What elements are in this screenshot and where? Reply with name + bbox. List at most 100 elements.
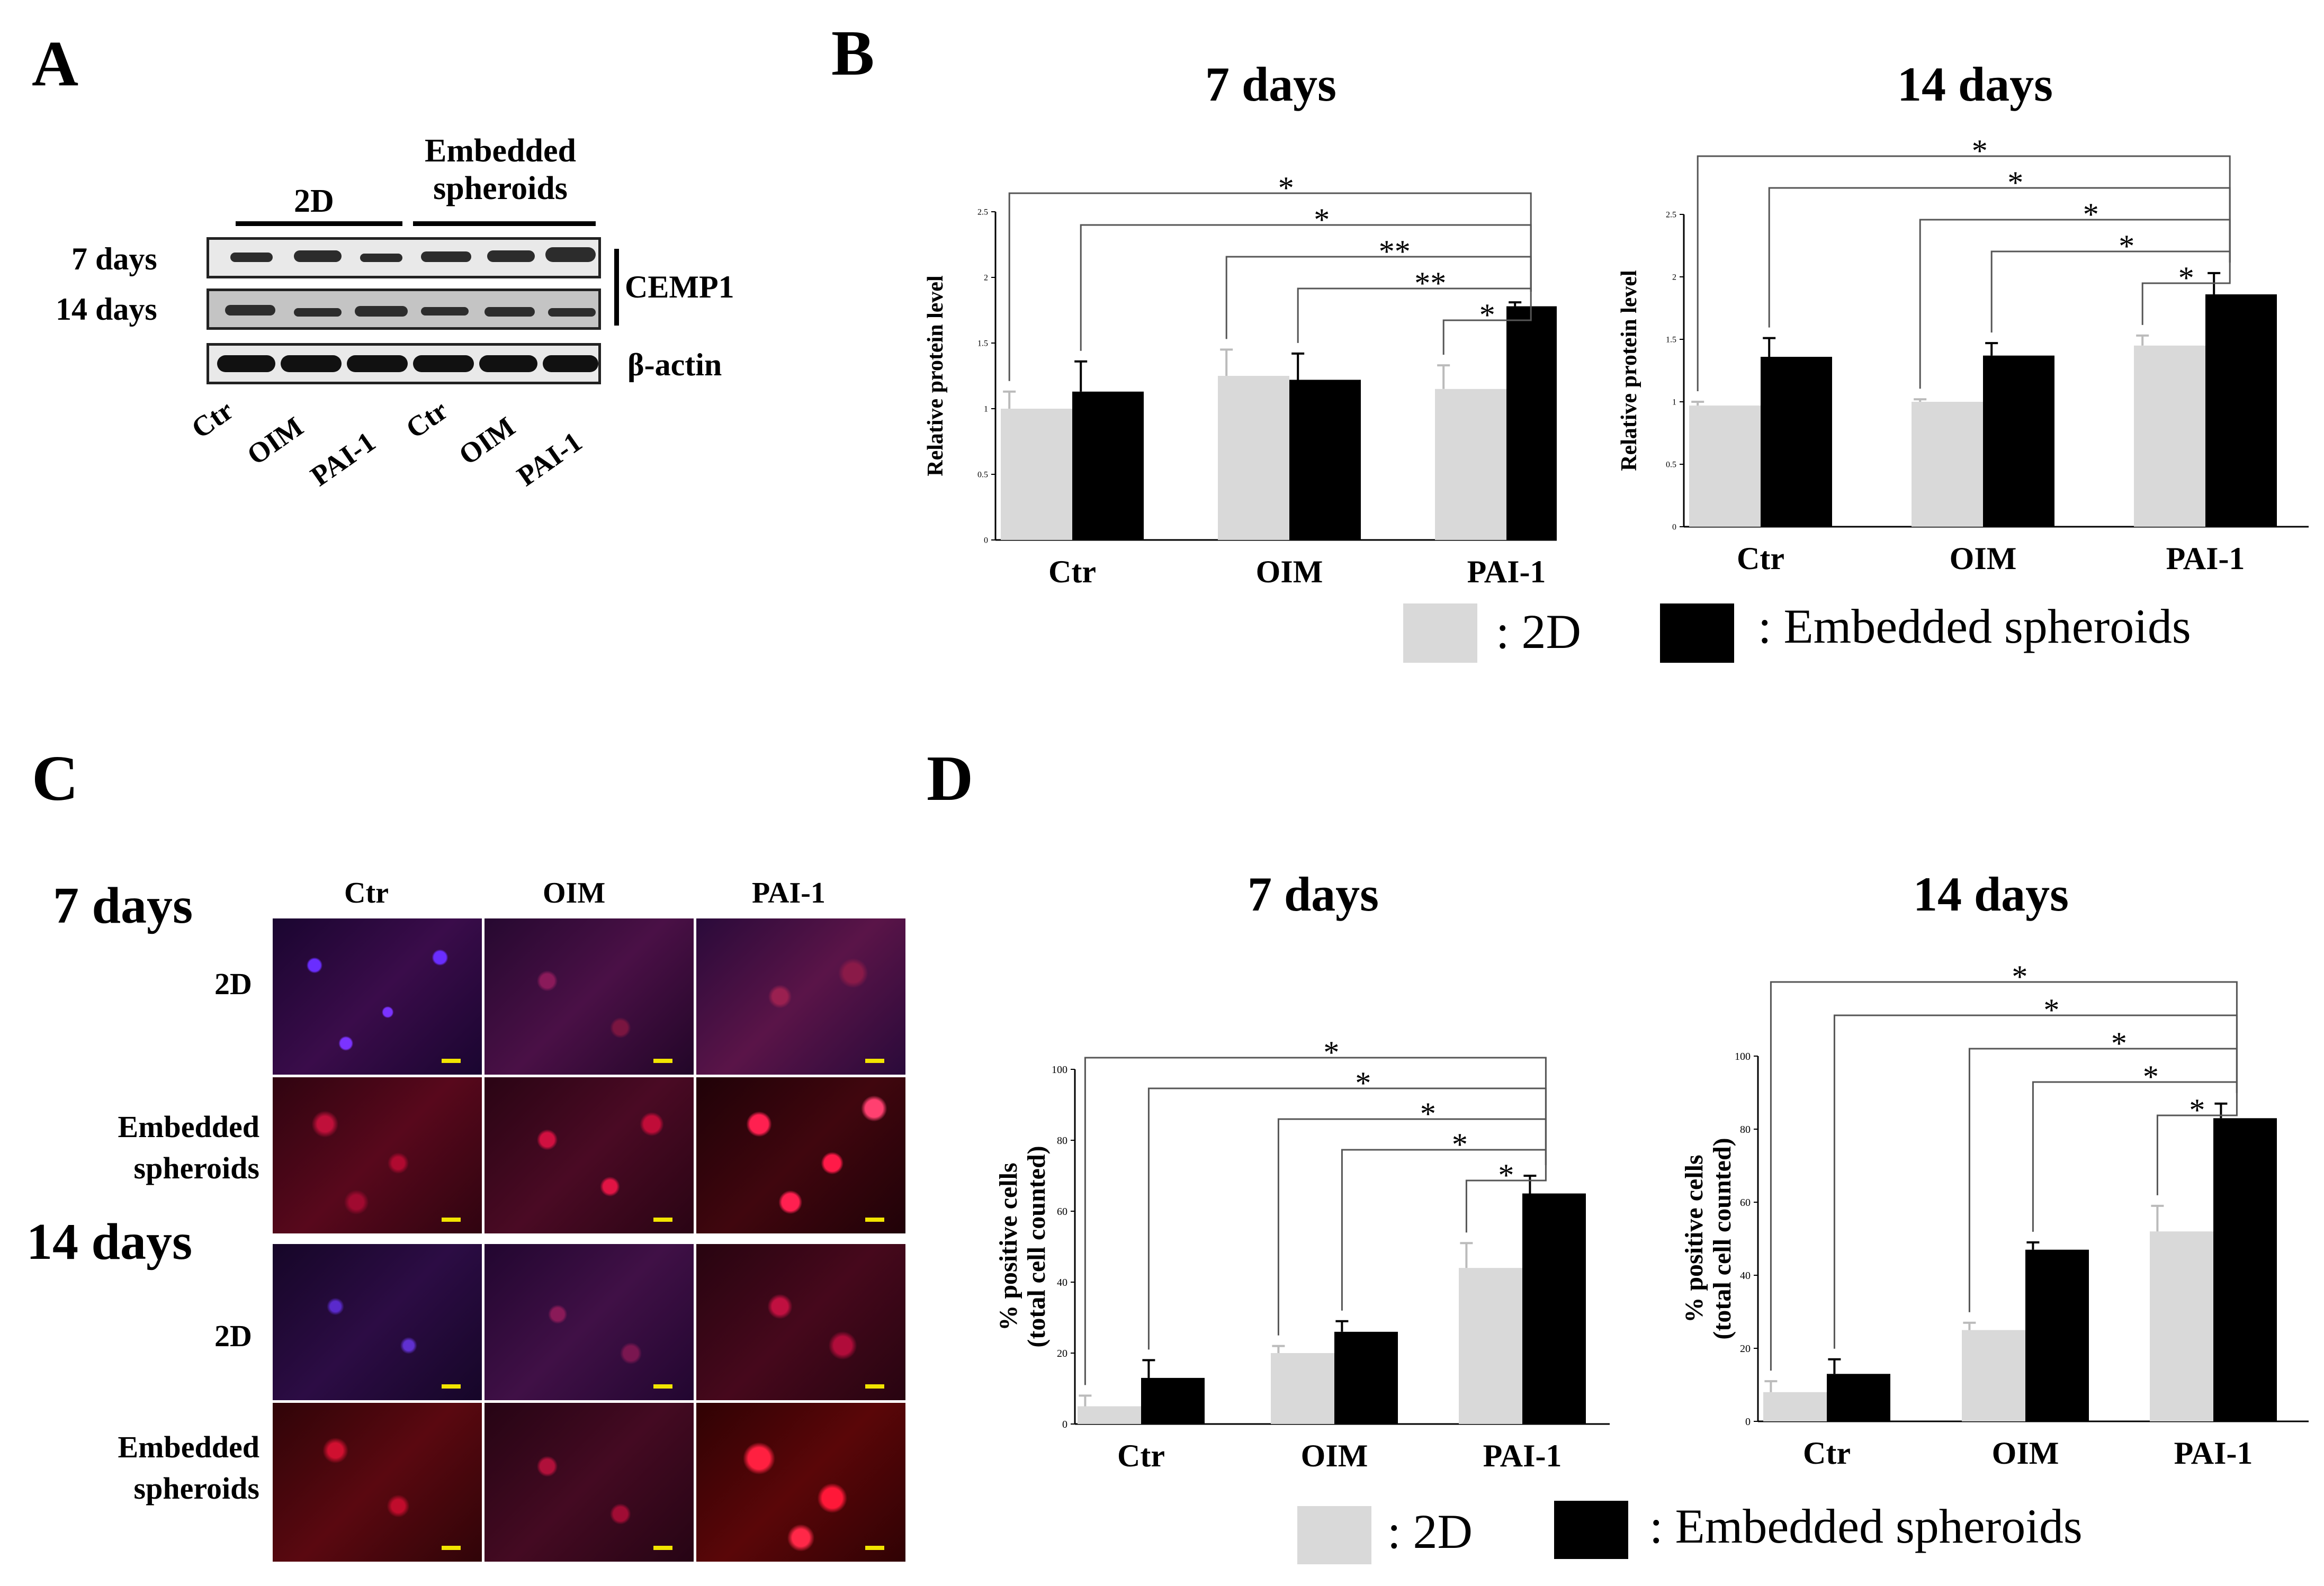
x-tick-label: OIM <box>1301 1438 1368 1473</box>
significance-star: * <box>2143 1059 2159 1094</box>
y-tick-label: 60 <box>1057 1206 1067 1218</box>
micrograph-row-embedded: Embedded spheroids <box>42 1106 259 1190</box>
legend-label-emb: : Embedded spheroids <box>1758 599 2191 653</box>
significance-bracket <box>2141 262 2231 325</box>
y-axis-label-line2: (total cell counted) <box>1708 1138 1736 1339</box>
significance-star: * <box>1355 1066 1371 1101</box>
cemp1-bracket <box>614 249 619 326</box>
y-tick-label: 1.5 <box>1666 336 1676 345</box>
significance-star: * <box>1479 298 1495 332</box>
chart-d-7days: 7 days 0 20 40 60 80 100 % positive cells(total… <box>994 867 1610 1473</box>
bar-2d <box>1962 1330 2025 1421</box>
blot-strip-actin <box>207 343 601 384</box>
significance-bracket <box>1277 1118 1547 1336</box>
significance-star: * <box>1278 170 1294 205</box>
legend-swatch-2d <box>1297 1506 1371 1564</box>
significance-star: ** <box>1379 234 1411 269</box>
y-axis-label: Relative protein level <box>1617 270 1641 471</box>
x-tick-label: Ctr <box>1803 1436 1851 1471</box>
micrograph-tile <box>696 1244 905 1400</box>
x-tick-label: OIM <box>1256 554 1323 589</box>
micrograph-tile <box>484 1403 694 1562</box>
significance-bracket <box>1968 1048 2238 1312</box>
blot-target-label: CEMP1 <box>625 269 734 304</box>
blot-lane-label: OIM <box>453 410 521 471</box>
blot-row-14days-label: 14 days <box>56 292 157 327</box>
micrograph-col-header: PAI-1 <box>752 877 825 909</box>
x-tick-label: Ctr <box>1117 1438 1165 1473</box>
significance-bracket <box>1341 1149 1547 1311</box>
x-tick-label: PAI-1 <box>2174 1436 2253 1471</box>
chart-title: 14 days <box>1897 57 2053 111</box>
bar-embedded <box>1072 391 1144 540</box>
x-tick-label: OIM <box>1950 541 2017 576</box>
panel-label-b: B <box>831 17 875 89</box>
y-tick-label: 1 <box>984 405 988 414</box>
significance-star: * <box>2178 260 2194 295</box>
x-tick-label: PAI-1 <box>1483 1438 1562 1473</box>
bar-2d <box>2134 345 2205 527</box>
y-tick-label: 1 <box>1672 398 1676 407</box>
y-tick-label: 0.5 <box>977 471 988 480</box>
blot-group-embedded-line2: spheroids <box>433 170 568 207</box>
micrograph-tile <box>484 918 694 1075</box>
chart-title: 14 days <box>1913 867 2069 921</box>
significance-bracket <box>2156 1093 2238 1195</box>
y-tick-label: 0 <box>1745 1416 1751 1428</box>
bar-2d <box>1435 389 1506 540</box>
blot-group-2d-label: 2D <box>294 183 334 219</box>
micrograph-time-14days: 14 days <box>26 1213 193 1270</box>
x-tick-label: PAI-1 <box>1467 554 1546 589</box>
micrograph-tile <box>273 1403 482 1562</box>
y-tick-label: 1.5 <box>977 339 988 348</box>
x-tick-label: Ctr <box>1048 554 1096 589</box>
significance-star: * <box>1420 1096 1436 1131</box>
bar-2d <box>1763 1392 1827 1421</box>
x-tick-label: PAI-1 <box>2166 541 2245 576</box>
micrograph-tile <box>273 918 482 1075</box>
y-axis-label-line1: % positive cells <box>1680 1155 1708 1322</box>
y-axis-label: Relative protein level <box>923 275 948 476</box>
y-tick-label: 60 <box>1740 1197 1751 1209</box>
blot-strip-14days <box>207 289 601 330</box>
legend-label-2d: : 2D <box>1387 1504 1473 1558</box>
y-tick-label: 20 <box>1057 1348 1067 1359</box>
bar-embedded <box>1289 380 1361 540</box>
bar-embedded <box>1141 1377 1205 1424</box>
significance-star: * <box>2012 959 2027 994</box>
significance-bracket <box>1225 256 1532 339</box>
bar-2d <box>1912 402 1983 527</box>
y-tick-label: 100 <box>1052 1064 1067 1076</box>
y-tick-label: 0 <box>1062 1419 1067 1430</box>
micrograph-row-embedded-line2: spheroids <box>133 1471 259 1506</box>
bar-2d <box>1078 1406 1141 1424</box>
y-tick-label: 2 <box>1672 273 1676 282</box>
significance-star: * <box>2043 993 2059 1028</box>
bar-2d <box>1459 1268 1522 1424</box>
y-tick-label: 80 <box>1740 1124 1751 1136</box>
blot-group-embedded-line1: Embedded <box>425 133 576 169</box>
significance-bracket <box>2032 1081 2238 1232</box>
legend-swatch-2d <box>1403 603 1477 663</box>
y-tick-label: 40 <box>1740 1270 1751 1282</box>
x-tick-label: OIM <box>1992 1436 2059 1471</box>
legend-label-emb: : Embedded spheroids <box>1649 1499 2083 1553</box>
significance-star: * <box>2189 1093 2205 1128</box>
panel-label-d: D <box>927 743 974 814</box>
significance-bracket <box>1465 1165 1547 1233</box>
significance-bracket <box>1919 219 2231 389</box>
y-tick-label: 2 <box>984 274 988 283</box>
bar-embedded <box>2213 1118 2277 1421</box>
micrograph-row-embedded-line2: spheroids <box>133 1151 259 1186</box>
blot-group-2d-line <box>236 221 402 226</box>
bar-2d <box>1001 409 1072 540</box>
significance-star: * <box>1498 1158 1514 1193</box>
bar-2d <box>1271 1353 1334 1424</box>
y-tick-label: 2.5 <box>1666 211 1676 220</box>
blot-lane-label: Ctr <box>185 394 239 445</box>
legend-label-2d: : 2D <box>1496 605 1581 659</box>
significance-star: * <box>1972 133 1988 168</box>
chart-b-7days: 7 days 0 0.5 1 1.5 2 2.5 Relative protein level… <box>923 57 1557 589</box>
panel-label-a: A <box>32 28 79 100</box>
micrograph-row-embedded: Embedded spheroids <box>42 1427 259 1510</box>
